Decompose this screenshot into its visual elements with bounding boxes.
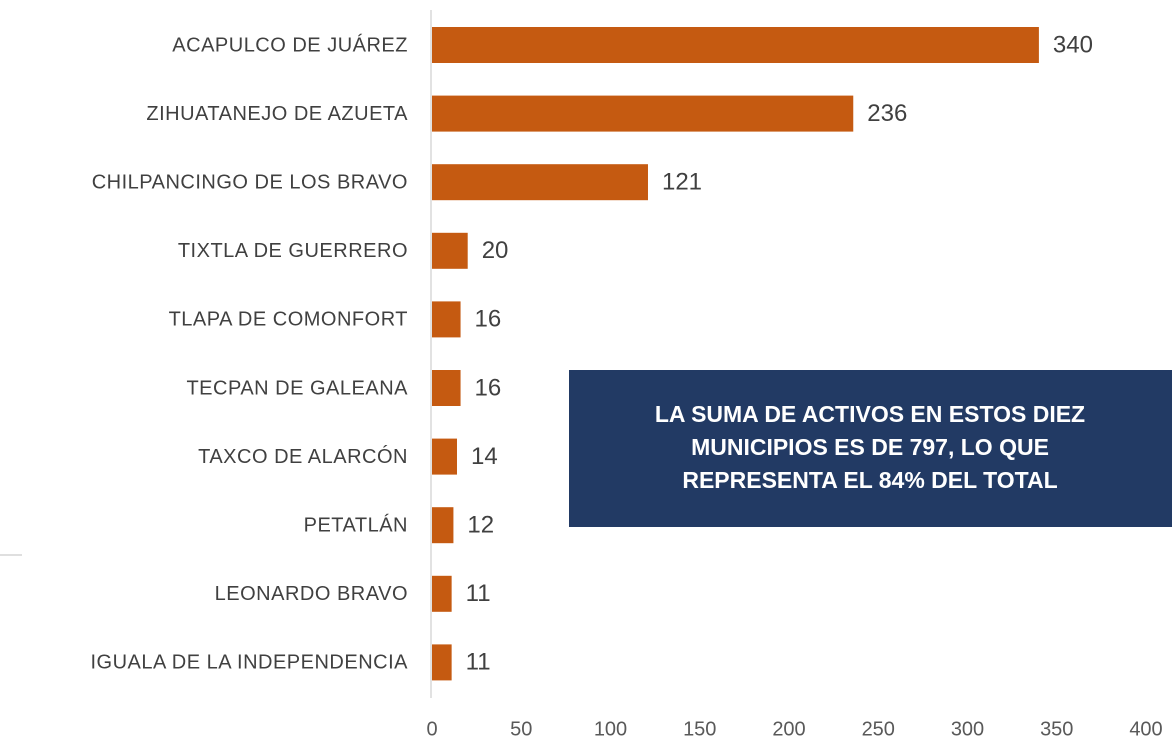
y-tick-label: ZIHUATANEJO DE AZUETA <box>146 103 408 125</box>
value-label: 12 <box>467 512 494 539</box>
y-tick-label: ACAPULCO DE JUÁREZ <box>172 33 408 56</box>
x-tick-label: 0 <box>426 718 437 740</box>
y-tick-label: TLAPA DE COMONFORT <box>169 309 408 331</box>
bar <box>432 27 1039 63</box>
value-label: 11 <box>466 649 491 676</box>
annotation: REPRESENTA EL 84% DEL TOTAL <box>682 467 1057 493</box>
bar <box>432 438 457 475</box>
value-label: 16 <box>475 374 502 401</box>
value-label: 16 <box>475 306 502 333</box>
bar <box>432 644 452 681</box>
y-tick-label: IGUALA DE LA INDEPENDENCIA <box>90 652 408 674</box>
bar <box>432 301 461 338</box>
y-tick-label: TAXCO DE ALARCÓN <box>198 445 408 468</box>
bar <box>432 232 468 269</box>
bar <box>432 95 854 132</box>
y-tick-label: PETATLÁN <box>304 513 408 536</box>
bar <box>432 164 648 201</box>
annotation: LA SUMA DE ACTIVOS EN ESTOS DIEZ <box>655 401 1085 427</box>
x-tick-label: 350 <box>1040 718 1073 740</box>
x-tick-label: 150 <box>683 718 716 740</box>
x-tick-label: 400 <box>1129 718 1162 740</box>
value-label: 14 <box>471 443 498 470</box>
x-tick-label: 100 <box>594 718 627 740</box>
bar <box>432 370 461 406</box>
y-tick-label: TIXTLA DE GUERRERO <box>178 240 408 262</box>
bar <box>432 575 452 612</box>
value-label: 20 <box>482 237 509 264</box>
value-label: 236 <box>867 100 907 127</box>
x-tick-label: 300 <box>951 718 984 740</box>
value-label: 340 <box>1053 31 1093 58</box>
y-tick-label: CHILPANCINGO DE LOS BRAVO <box>92 171 408 193</box>
x-tick-label: 250 <box>862 718 895 740</box>
bar <box>432 507 454 544</box>
annotation: MUNICIPIOS ES DE 797, LO QUE <box>691 434 1049 460</box>
value-label: 121 <box>662 169 702 196</box>
annotation-box <box>569 370 1172 527</box>
y-tick-label: LEONARDO BRAVO <box>215 583 408 605</box>
value-label: 11 <box>466 580 491 607</box>
x-tick-label: 50 <box>510 718 532 740</box>
y-tick-label: TECPAN DE GALEANA <box>186 377 408 399</box>
x-tick-label: 200 <box>772 718 805 740</box>
